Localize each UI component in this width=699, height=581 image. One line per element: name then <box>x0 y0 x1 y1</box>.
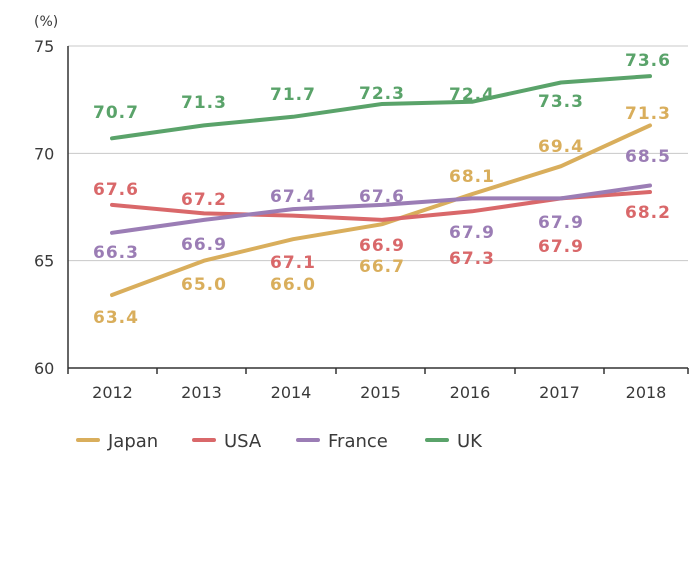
y-tick-label: 60 <box>34 359 54 378</box>
data-label-uk: 73.3 <box>538 92 584 112</box>
data-label-uk: 71.3 <box>181 93 227 113</box>
x-tick-label: 2013 <box>181 383 222 402</box>
data-label-france: 67.9 <box>538 213 584 233</box>
data-label-uk: 71.7 <box>270 85 316 105</box>
legend-label: Japan <box>107 431 158 452</box>
data-label-usa: 67.3 <box>449 249 495 269</box>
series-line-japan <box>110 123 652 297</box>
y-tick-label: 75 <box>34 37 54 56</box>
x-tick-label: 2018 <box>626 383 667 402</box>
legend-label: USA <box>224 431 262 452</box>
legend-item-uk: UK <box>425 431 483 452</box>
x-tick-label: 2017 <box>539 383 580 402</box>
data-label-usa: 68.2 <box>625 203 671 223</box>
data-label-japan: 65.0 <box>181 275 227 295</box>
data-label-uk: 72.3 <box>359 84 405 104</box>
y-tick-label: 70 <box>34 144 54 163</box>
data-label-france: 68.5 <box>625 147 671 167</box>
legend-label: France <box>328 431 388 452</box>
data-label-japan: 63.4 <box>93 308 139 328</box>
legend: Japan USA France UK <box>76 431 483 452</box>
x-tick-label: 2016 <box>450 383 491 402</box>
data-label-uk: 72.4 <box>449 85 495 105</box>
axes: 60 65 70 75 2012 2013 2014 2015 2016 2017 2018 <box>34 37 689 402</box>
data-label-japan: 68.1 <box>449 167 495 187</box>
data-label-usa: 66.9 <box>359 236 405 256</box>
data-label-japan: 71.3 <box>625 104 671 124</box>
x-tick-label: 2014 <box>271 383 312 402</box>
legend-item-japan: Japan <box>76 431 158 452</box>
data-label-usa: 67.1 <box>270 253 316 273</box>
legend-item-france: France <box>296 431 388 452</box>
y-tick-label: 65 <box>34 252 54 271</box>
data-label-france: 66.3 <box>93 243 139 263</box>
data-label-usa: 67.6 <box>93 180 139 200</box>
legend-label: UK <box>457 431 483 452</box>
data-label-usa: 67.2 <box>181 190 227 210</box>
x-tick-label: 2012 <box>92 383 133 402</box>
data-label-japan: 66.0 <box>270 275 316 295</box>
series-line-france <box>110 183 652 235</box>
data-label-france: 67.6 <box>359 187 405 207</box>
series-line-uk <box>110 74 652 141</box>
data-label-uk: 73.6 <box>625 51 671 71</box>
x-tick-label: 2015 <box>360 383 401 402</box>
y-unit-label: (%) <box>34 14 58 30</box>
legend-item-usa: USA <box>192 431 262 452</box>
data-label-uk: 70.7 <box>93 103 139 123</box>
data-label-france: 67.4 <box>270 187 316 207</box>
series-lines <box>110 74 652 297</box>
data-label-france: 67.9 <box>449 223 495 243</box>
data-label-france: 66.9 <box>181 235 227 255</box>
data-labels: 63.4 65.0 66.0 66.7 68.1 69.4 71.3 67.6 67.2 67.1… <box>93 51 671 328</box>
data-label-japan: 69.4 <box>538 137 584 157</box>
data-label-japan: 66.7 <box>359 257 405 277</box>
data-label-usa: 67.9 <box>538 237 584 257</box>
